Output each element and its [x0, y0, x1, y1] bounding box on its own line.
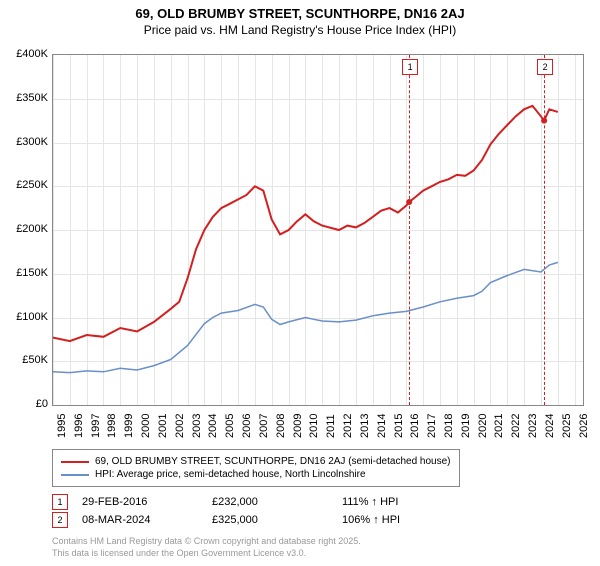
legend-label: 69, OLD BRUMBY STREET, SCUNTHORPE, DN16 …: [95, 456, 451, 467]
y-tick-label: £250K: [0, 179, 48, 191]
x-tick-label: 2009: [292, 414, 304, 438]
y-tick-label: £200K: [0, 223, 48, 235]
x-tick-label: 2008: [275, 414, 287, 438]
marker-dot-1: [406, 199, 412, 205]
y-tick-label: £150K: [0, 267, 48, 279]
x-tick-label: 2006: [241, 414, 253, 438]
y-tick-label: £50K: [0, 354, 48, 366]
chart-subtitle: Price paid vs. HM Land Registry's House …: [0, 23, 600, 37]
legend-label: HPI: Average price, semi-detached house,…: [95, 469, 366, 480]
x-tick-label: 2016: [409, 414, 421, 438]
sales-price: £325,000: [212, 514, 342, 526]
footer-line1: Contains HM Land Registry data © Crown c…: [52, 536, 361, 548]
x-tick-label: 2007: [258, 414, 270, 438]
sales-date: 08-MAR-2024: [82, 514, 212, 526]
sales-date: 29-FEB-2016: [82, 496, 212, 508]
legend-swatch: [61, 461, 89, 463]
legend-row: 69, OLD BRUMBY STREET, SCUNTHORPE, DN16 …: [61, 456, 451, 467]
sales-pct: 111% ↑ HPI: [342, 496, 472, 508]
y-tick-label: £100K: [0, 311, 48, 323]
x-tick-label: 2015: [393, 414, 405, 438]
sales-price: £232,000: [212, 496, 342, 508]
x-tick-label: 2024: [544, 414, 556, 438]
x-tick-label: 2003: [191, 414, 203, 438]
x-tick-label: 1998: [106, 414, 118, 438]
sales-pct: 106% ↑ HPI: [342, 514, 472, 526]
marker-dot-2: [541, 118, 547, 124]
chart-title: 69, OLD BRUMBY STREET, SCUNTHORPE, DN16 …: [0, 6, 600, 21]
x-tick-label: 2020: [477, 414, 489, 438]
x-tick-label: 1995: [56, 414, 68, 438]
sales-marker-1: 1: [52, 494, 68, 510]
marker-box-1: 1: [402, 59, 418, 75]
x-tick-label: 1996: [73, 414, 85, 438]
sales-row: 1 29-FEB-2016£232,000111% ↑ HPI: [52, 494, 472, 510]
x-tick-label: 2017: [426, 414, 438, 438]
x-tick-label: 2004: [207, 414, 219, 438]
x-tick-label: 2000: [140, 414, 152, 438]
series-price_paid: [53, 106, 558, 341]
x-tick-label: 2022: [510, 414, 522, 438]
legend-swatch: [61, 474, 89, 476]
footer-line2: This data is licensed under the Open Gov…: [52, 548, 361, 560]
x-tick-label: 2011: [325, 414, 337, 438]
y-tick-label: £0: [0, 398, 48, 410]
x-tick-label: 1999: [123, 414, 135, 438]
legend: 69, OLD BRUMBY STREET, SCUNTHORPE, DN16 …: [52, 449, 460, 487]
x-tick-label: 1997: [90, 414, 102, 438]
x-tick-label: 2014: [376, 414, 388, 438]
x-tick-label: 2012: [342, 414, 354, 438]
legend-row: HPI: Average price, semi-detached house,…: [61, 469, 451, 480]
y-tick-label: £400K: [0, 48, 48, 60]
y-tick-label: £350K: [0, 92, 48, 104]
x-tick-label: 2001: [157, 414, 169, 438]
x-tick-label: 2018: [443, 414, 455, 438]
x-tick-label: 2010: [308, 414, 320, 438]
x-tick-label: 2002: [174, 414, 186, 438]
y-tick-label: £300K: [0, 136, 48, 148]
sales-table: 1 29-FEB-2016£232,000111% ↑ HPI 2 08-MAR-20…: [52, 492, 472, 530]
chart-lines: [53, 55, 583, 405]
x-tick-label: 2021: [493, 414, 505, 438]
plot-area: 12: [52, 54, 584, 406]
sales-marker-2: 2: [52, 512, 68, 528]
x-tick-label: 2019: [460, 414, 472, 438]
x-tick-label: 2013: [359, 414, 371, 438]
marker-box-2: 2: [537, 59, 553, 75]
footer: Contains HM Land Registry data © Crown c…: [52, 536, 361, 559]
x-tick-label: 2026: [578, 414, 590, 438]
series-hpi: [53, 262, 558, 372]
chart-container: 69, OLD BRUMBY STREET, SCUNTHORPE, DN16 …: [0, 6, 600, 566]
sales-row: 2 08-MAR-2024£325,000106% ↑ HPI: [52, 512, 472, 528]
x-tick-label: 2023: [527, 414, 539, 438]
x-tick-label: 2025: [561, 414, 573, 438]
x-tick-label: 2005: [224, 414, 236, 438]
